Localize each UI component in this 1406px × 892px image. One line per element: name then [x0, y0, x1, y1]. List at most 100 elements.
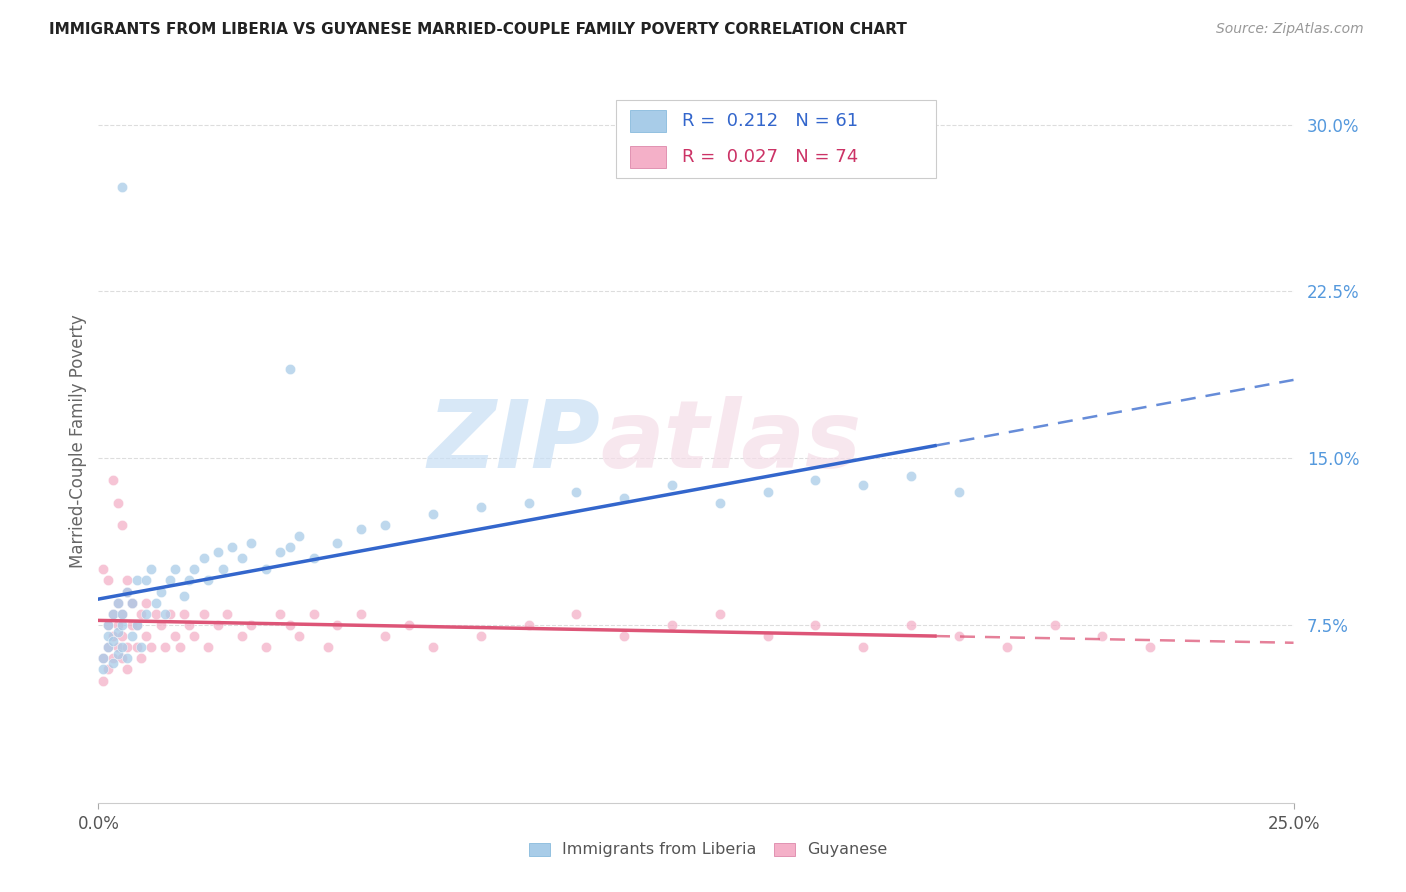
Point — [101, 651, 124, 665]
Point — [179, 618, 201, 632]
Point — [995, 640, 1018, 655]
Point — [565, 607, 588, 621]
Point — [197, 574, 219, 588]
Point — [125, 574, 148, 588]
Point — [101, 474, 124, 488]
Point — [111, 517, 134, 532]
Point — [135, 596, 157, 610]
Point — [217, 607, 239, 621]
Point — [231, 629, 253, 643]
Point — [101, 607, 124, 621]
Point — [422, 640, 444, 655]
Point — [121, 629, 143, 643]
Point — [169, 640, 191, 655]
Point — [613, 629, 636, 643]
Point — [269, 544, 291, 558]
Point — [159, 574, 181, 588]
Point — [155, 640, 177, 655]
Point — [221, 540, 243, 554]
Point — [97, 618, 120, 632]
Point — [207, 618, 229, 632]
Text: IMMIGRANTS FROM LIBERIA VS GUYANESE MARRIED-COUPLE FAMILY POVERTY CORRELATION CH: IMMIGRANTS FROM LIBERIA VS GUYANESE MARR… — [49, 22, 907, 37]
Point — [97, 574, 120, 588]
Point — [278, 618, 301, 632]
Point — [101, 629, 124, 643]
Point — [97, 618, 120, 632]
Point — [517, 618, 540, 632]
Point — [111, 180, 134, 194]
FancyBboxPatch shape — [773, 843, 796, 856]
Point — [948, 629, 970, 643]
Point — [91, 562, 114, 576]
Point — [159, 607, 181, 621]
Point — [121, 596, 143, 610]
Point — [115, 584, 138, 599]
Point — [326, 535, 349, 549]
Point — [350, 522, 373, 536]
Point — [278, 540, 301, 554]
Point — [101, 656, 124, 670]
Point — [240, 535, 263, 549]
Point — [302, 551, 325, 566]
Point — [135, 574, 157, 588]
Point — [97, 662, 120, 676]
Point — [183, 562, 205, 576]
Point — [131, 640, 153, 655]
Point — [852, 478, 875, 492]
Text: R =  0.027   N = 74: R = 0.027 N = 74 — [682, 148, 858, 166]
Point — [470, 629, 492, 643]
Point — [804, 474, 827, 488]
Point — [91, 651, 114, 665]
Point — [163, 562, 186, 576]
Point — [155, 607, 177, 621]
Point — [422, 507, 444, 521]
Point — [852, 640, 875, 655]
Point — [101, 607, 124, 621]
Point — [111, 607, 134, 621]
Text: Guyanese: Guyanese — [807, 842, 887, 857]
Point — [91, 673, 114, 688]
Point — [326, 618, 349, 632]
Point — [111, 629, 134, 643]
Point — [231, 551, 253, 566]
Point — [207, 544, 229, 558]
Point — [756, 629, 779, 643]
Point — [111, 651, 134, 665]
Point — [278, 362, 301, 376]
Point — [254, 562, 277, 576]
Point — [1091, 629, 1114, 643]
Point — [145, 607, 167, 621]
Point — [193, 607, 215, 621]
Point — [173, 607, 195, 621]
Point — [115, 651, 138, 665]
Point — [613, 491, 636, 506]
Point — [1139, 640, 1161, 655]
Point — [131, 607, 153, 621]
Text: atlas: atlas — [600, 395, 862, 488]
Point — [350, 607, 373, 621]
Point — [107, 624, 129, 639]
Point — [149, 584, 172, 599]
Point — [111, 618, 134, 632]
Point — [211, 562, 233, 576]
Text: ZIP: ZIP — [427, 395, 600, 488]
Point — [374, 517, 396, 532]
Point — [254, 640, 277, 655]
Point — [470, 500, 492, 515]
Point — [288, 629, 311, 643]
Point — [398, 618, 420, 632]
Point — [804, 618, 827, 632]
Point — [517, 496, 540, 510]
Point — [91, 662, 114, 676]
Point — [107, 640, 129, 655]
Point — [179, 574, 201, 588]
Point — [135, 607, 157, 621]
Point — [91, 651, 114, 665]
Point — [125, 618, 148, 632]
Point — [900, 618, 922, 632]
Point — [139, 640, 162, 655]
Point — [193, 551, 215, 566]
Point — [197, 640, 219, 655]
Point — [183, 629, 205, 643]
Point — [288, 529, 311, 543]
